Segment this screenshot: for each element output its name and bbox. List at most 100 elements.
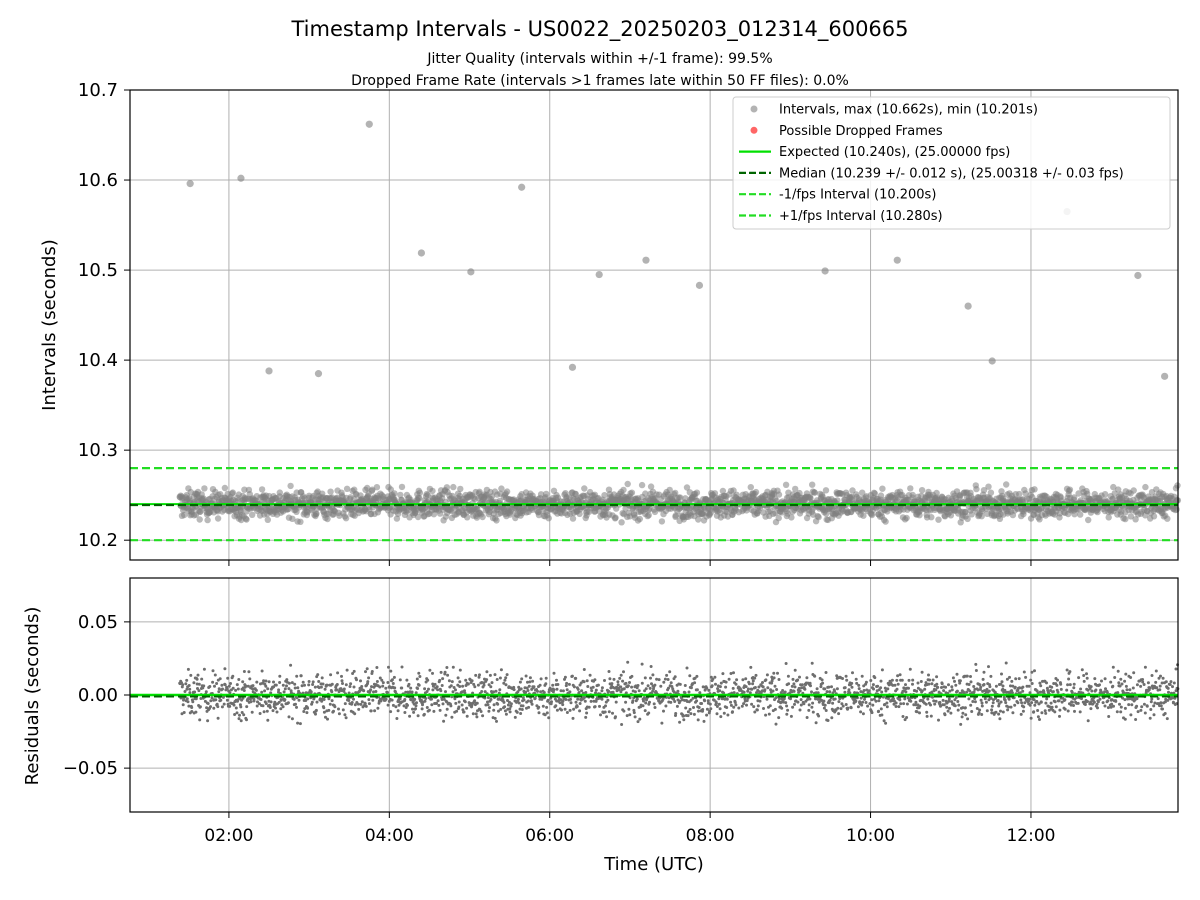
- interval-point: [973, 485, 980, 493]
- residual-point: [735, 678, 739, 682]
- residual-point: [272, 680, 275, 684]
- residual-point: [232, 703, 236, 707]
- residual-point: [352, 669, 356, 673]
- residual-point: [315, 700, 319, 704]
- residual-point: [674, 712, 678, 715]
- residual-point: [718, 689, 722, 693]
- residual-point: [625, 714, 629, 718]
- residual-point: [903, 697, 907, 701]
- residual-point: [793, 685, 797, 689]
- residual-point: [611, 711, 614, 715]
- residual-point: [1028, 691, 1032, 695]
- residual-point: [846, 706, 850, 710]
- residual-point: [1021, 689, 1025, 693]
- residual-point: [1009, 705, 1013, 709]
- residual-point: [734, 703, 738, 707]
- residual-point: [789, 714, 793, 718]
- residual-point: [193, 690, 197, 694]
- residual-point: [437, 703, 441, 707]
- residual-point: [532, 685, 536, 689]
- residual-point: [413, 697, 417, 701]
- interval-point: [968, 511, 975, 518]
- residual-point: [662, 680, 666, 684]
- residual-point: [668, 670, 672, 674]
- residual-point: [810, 705, 814, 709]
- interval-point: [822, 487, 830, 494]
- residual-point: [493, 716, 497, 720]
- residual-point: [420, 707, 424, 711]
- residual-point: [330, 682, 334, 686]
- residual-point: [785, 712, 789, 716]
- residual-point: [999, 709, 1002, 713]
- residual-point: [648, 700, 651, 704]
- residual-point: [348, 685, 352, 688]
- residual-point: [583, 699, 587, 703]
- interval-point: [197, 508, 204, 515]
- residual-point: [556, 683, 560, 686]
- residual-point: [893, 683, 897, 687]
- residual-point: [697, 709, 700, 713]
- residual-point: [944, 685, 948, 689]
- interval-outlier-point: [314, 370, 323, 378]
- interval-point: [1150, 513, 1158, 520]
- residual-point: [330, 699, 334, 703]
- residual-point: [319, 685, 323, 689]
- residual-point: [322, 706, 326, 710]
- residual-point: [714, 701, 718, 705]
- residual-point: [714, 682, 717, 686]
- residual-point: [673, 675, 677, 679]
- residual-point: [451, 690, 455, 694]
- residual-point: [555, 708, 559, 712]
- residual-point: [641, 704, 645, 708]
- residual-point: [787, 682, 791, 686]
- residual-point: [1001, 684, 1005, 688]
- residual-point: [753, 676, 757, 680]
- residual-point: [791, 705, 795, 709]
- residual-point: [264, 684, 268, 688]
- residual-point: [935, 675, 939, 679]
- residual-point: [936, 685, 940, 689]
- residual-point: [724, 680, 728, 684]
- residual-point: [974, 669, 978, 672]
- residual-point: [336, 671, 340, 675]
- residual-point: [415, 701, 418, 705]
- residual-point: [305, 711, 309, 715]
- residual-point: [311, 683, 315, 686]
- residual-point: [317, 680, 321, 683]
- residual-point: [607, 670, 611, 673]
- residual-point: [744, 677, 748, 681]
- residual-point: [1058, 708, 1062, 712]
- residual-point: [314, 712, 317, 716]
- residual-point: [751, 679, 755, 683]
- residual-point: [841, 677, 844, 680]
- residual-point: [844, 703, 848, 706]
- residual-point: [364, 670, 367, 674]
- residual-point: [719, 715, 723, 719]
- residual-point: [531, 679, 535, 683]
- interval-point: [543, 490, 550, 498]
- residual-point: [622, 709, 626, 713]
- residual-point: [539, 677, 543, 681]
- residual-point: [857, 683, 861, 687]
- residual-point: [1006, 708, 1010, 712]
- residual-point: [504, 676, 508, 680]
- interval-outlier-point: [417, 249, 426, 257]
- residual-point: [191, 700, 195, 704]
- residual-point: [277, 700, 281, 704]
- residuals-y-tick-label: 0.05: [78, 612, 118, 633]
- interval-point: [1084, 490, 1091, 497]
- residual-point: [692, 706, 695, 709]
- interval-point: [443, 484, 451, 491]
- residual-point: [783, 690, 787, 694]
- residual-point: [918, 711, 921, 715]
- residual-point: [528, 680, 532, 684]
- residual-point: [979, 685, 983, 689]
- residual-point: [824, 671, 828, 674]
- interval-point: [815, 513, 822, 521]
- interval-point: [324, 515, 331, 523]
- residual-point: [649, 665, 653, 668]
- residual-point: [561, 689, 565, 693]
- residual-point: [425, 706, 429, 709]
- interval-point: [1077, 511, 1084, 518]
